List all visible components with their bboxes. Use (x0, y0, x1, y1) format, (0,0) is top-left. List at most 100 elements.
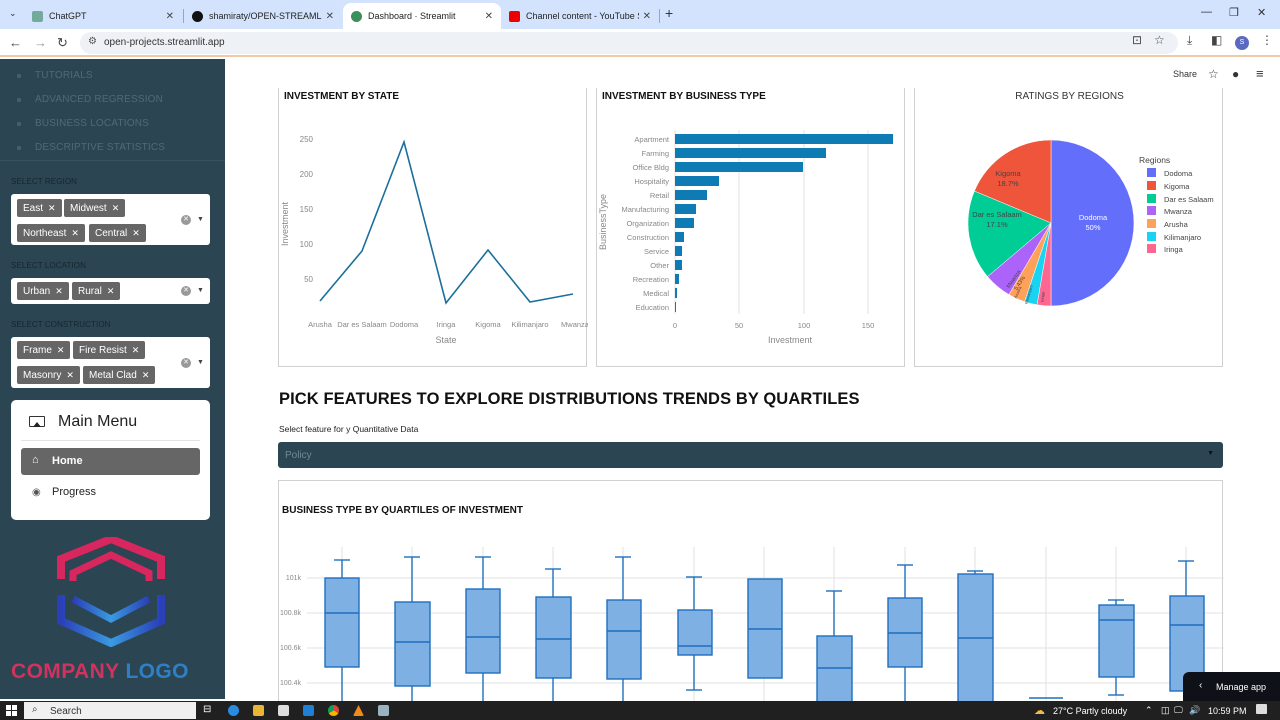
install-app-icon[interactable]: ⊡ (1132, 33, 1143, 47)
clock[interactable]: 10:59 PM (1208, 706, 1247, 716)
new-tab-button[interactable]: + (665, 5, 674, 21)
system-tray-chevron-icon[interactable]: ⌃ (1145, 705, 1153, 715)
svg-text:0: 0 (673, 321, 677, 330)
remove-chip-icon[interactable]: ✕ (111, 203, 120, 213)
notes-app-icon[interactable] (378, 705, 389, 716)
close-tab-icon[interactable]: ✕ (484, 10, 493, 22)
hamburger-menu-icon[interactable]: ≡ (1256, 66, 1264, 81)
weather-text[interactable]: 27°C Partly cloudy (1053, 706, 1128, 716)
region-chip-northeast[interactable]: Northeast ✕ (17, 224, 85, 242)
close-tab-icon[interactable]: ✕ (325, 10, 334, 22)
investment-by-business-type-card: INVESTMENT BY BUSINESS TYPE (596, 88, 905, 367)
tab-chatgpt[interactable]: ChatGPT ✕ (24, 3, 182, 29)
company-logo-text: COMPANY LOGO (11, 660, 189, 683)
url-field[interactable]: ⚙ open-projects.streamlit.app (80, 32, 1178, 54)
location-chip-rural[interactable]: Rural ✕ (72, 282, 121, 300)
dropdown-arrow-icon[interactable]: ▼ (197, 359, 204, 366)
dropdown-arrow-icon[interactable]: ▼ (197, 287, 204, 294)
eye-icon: ◉ (32, 487, 41, 498)
chrome-icon[interactable] (328, 705, 339, 716)
remove-chip-icon[interactable]: ✕ (71, 228, 79, 238)
volume-icon[interactable]: 🔊 (1189, 705, 1201, 715)
task-view-icon[interactable]: ⊟ (203, 704, 212, 715)
remove-chip-icon[interactable]: ✕ (66, 370, 74, 380)
back-icon[interactable]: ← (9, 35, 22, 50)
region-chip-midwest[interactable]: Midwest ✕ (64, 199, 126, 217)
svg-text:100.4k: 100.4k (280, 680, 302, 687)
feature-select[interactable]: Policy ▼ (278, 442, 1223, 468)
location-multiselect[interactable]: Urban ✕ Rural ✕ ✕ ▼ (11, 278, 210, 304)
site-settings-icon[interactable]: ⚙ (88, 36, 97, 47)
location-chip-urban[interactable]: Urban ✕ (17, 282, 69, 300)
favorite-star-icon[interactable]: ☆ (1208, 67, 1219, 81)
search-icon: ⌕ (32, 704, 38, 715)
side-panel-icon[interactable]: ◧ (1211, 33, 1223, 47)
business-type-quartiles-card: BUSINESS TYPE BY QUARTILES OF INVESTMENT… (278, 480, 1224, 706)
manage-app-button[interactable]: ‹ Manage app (1183, 672, 1280, 702)
clear-all-icon[interactable]: ✕ (181, 286, 191, 296)
tab-dashboard-streamlit[interactable]: Dashboard · Streamlit ✕ (343, 3, 501, 29)
close-tab-icon[interactable]: ✕ (642, 10, 651, 22)
mail-icon[interactable] (303, 705, 314, 716)
share-button[interactable]: Share (1173, 69, 1198, 79)
github-icon[interactable]: ● (1232, 67, 1240, 81)
notifications-icon[interactable] (1256, 704, 1267, 714)
weather-icon[interactable]: ☁ (1034, 705, 1045, 717)
svg-text:Dodoma: Dodoma (1079, 213, 1108, 222)
investment-by-business-type-chart[interactable]: Apartment Farming Office Bldg Hospitality Re… (597, 88, 906, 367)
main-menu-title: Main Menu (58, 413, 138, 430)
investment-by-state-chart[interactable]: 250 200 150 100 50 Investment Arusha Dar es S… (279, 88, 588, 367)
vlc-icon[interactable] (353, 705, 364, 716)
sidebar-link-advanced-regression[interactable]: ADVANCED REGRESSION (35, 94, 164, 105)
restore-icon[interactable]: ❐ (1229, 7, 1239, 19)
tab-github[interactable]: shamiraty/OPEN-STREAMLIT-I ✕ (184, 3, 342, 29)
construction-chip-masonry[interactable]: Masonry ✕ (17, 366, 80, 384)
construction-chip-frame[interactable]: Frame ✕ (17, 341, 71, 359)
profile-avatar[interactable]: S (1235, 36, 1249, 50)
edge-icon[interactable] (228, 705, 239, 716)
menu-item-home[interactable]: ⌂ Home (21, 448, 200, 475)
meet-icon[interactable]: ◫ (1161, 705, 1170, 715)
close-tab-icon[interactable]: ✕ (165, 10, 174, 22)
tab-youtube-studio[interactable]: Channel content - YouTube Stu ✕ (501, 3, 659, 29)
sidebar-link-tutorials[interactable]: TUTORIALS (35, 70, 93, 81)
sidebar-link-business-locations[interactable]: BUSINESS LOCATIONS (35, 118, 149, 129)
remove-chip-icon[interactable]: ✕ (56, 345, 65, 355)
investment-by-business-type-title: INVESTMENT BY BUSINESS TYPE (602, 91, 766, 102)
store-icon[interactable] (278, 705, 289, 716)
remove-chip-icon[interactable]: ✕ (55, 286, 63, 296)
region-chip-east[interactable]: East ✕ (17, 199, 62, 217)
construction-chip-fire-resist[interactable]: Fire Resist ✕ (73, 341, 146, 359)
construction-chip-metal-clad[interactable]: Metal Clad ✕ (83, 366, 156, 384)
remove-chip-icon[interactable]: ✕ (132, 228, 140, 238)
tab-search-chevron-icon[interactable]: ⌄ (9, 8, 17, 18)
bookmark-star-icon[interactable]: ☆ (1154, 33, 1165, 47)
forward-icon[interactable]: → (34, 35, 47, 50)
download-icon[interactable]: ⤓ (1187, 33, 1193, 47)
close-window-icon[interactable]: ✕ (1257, 7, 1267, 19)
investment-by-state-title: INVESTMENT BY STATE (284, 91, 400, 102)
sidebar-link-descriptive-statistics[interactable]: DESCRIPTIVE STATISTICS (35, 142, 166, 153)
business-type-quartiles-chart[interactable]: 101k 100.8k 100.6k 100.4k (279, 481, 1224, 706)
minimize-icon[interactable]: — (1201, 6, 1212, 18)
dropdown-arrow-icon: ▼ (1207, 450, 1214, 457)
network-icon[interactable]: 🖵 (1174, 705, 1183, 715)
taskbar-search-box[interactable]: ⌕ Search (24, 702, 196, 719)
browser-menu-icon[interactable]: ⋮ (1261, 33, 1273, 47)
construction-multiselect[interactable]: Frame ✕ Fire Resist ✕ Masonry ✕ Metal Clad ✕… (11, 337, 210, 388)
remove-chip-icon[interactable]: ✕ (141, 370, 150, 380)
region-chip-central[interactable]: Central ✕ (89, 224, 146, 242)
region-multiselect[interactable]: East ✕ Midwest ✕ Northeast ✕ Central ✕ ✕ ▼ (11, 194, 210, 245)
reload-icon[interactable]: ↻ (57, 35, 68, 50)
clear-all-icon[interactable]: ✕ (181, 215, 191, 225)
remove-chip-icon[interactable]: ✕ (48, 203, 56, 213)
remove-chip-icon[interactable]: ✕ (131, 345, 140, 355)
file-explorer-icon[interactable] (253, 705, 264, 716)
dropdown-arrow-icon[interactable]: ▼ (197, 216, 204, 223)
chevron-left-icon: ‹ (1199, 680, 1203, 691)
clear-all-icon[interactable]: ✕ (181, 358, 191, 368)
windows-start-icon[interactable] (6, 705, 17, 716)
remove-chip-icon[interactable]: ✕ (106, 286, 115, 296)
svg-text:18.7%: 18.7% (997, 179, 1019, 188)
